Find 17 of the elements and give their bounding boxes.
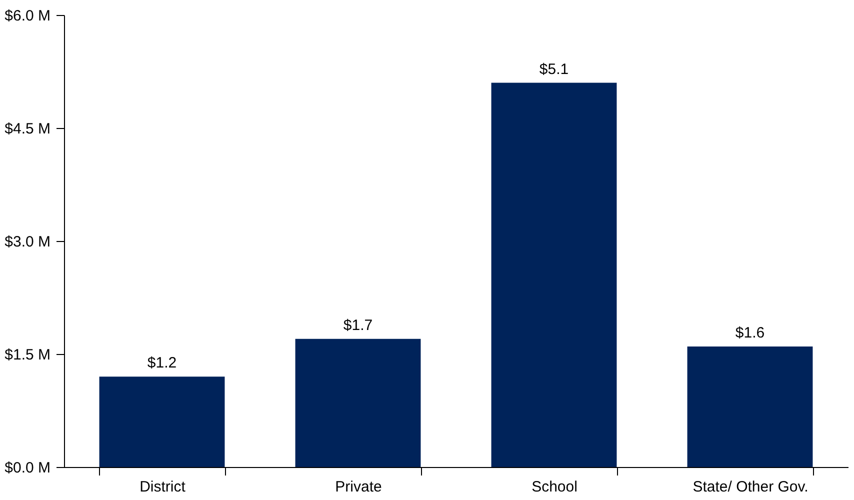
x-tick-label: District	[140, 478, 186, 496]
data-label: $1.6	[735, 324, 765, 342]
y-tick-label: $1.5 M	[4, 346, 50, 364]
bar	[295, 338, 421, 467]
data-label: $5.1	[539, 60, 569, 78]
y-tick-label: $3.0 M	[4, 234, 50, 250]
bar	[99, 376, 225, 467]
x-tick-label: Private	[335, 478, 382, 496]
data-label: $1.7	[343, 316, 373, 334]
y-tick-label: $4.5 M	[4, 120, 50, 138]
y-tick-label: $0.0 M	[4, 460, 50, 476]
x-tick-label: State/ Other Gov.	[692, 478, 808, 496]
data-label: $1.2	[147, 354, 177, 372]
bar	[687, 346, 813, 467]
y-tick-label: $6.0 M	[4, 8, 50, 24]
bar	[491, 82, 617, 467]
x-tick-label: School	[532, 478, 578, 496]
